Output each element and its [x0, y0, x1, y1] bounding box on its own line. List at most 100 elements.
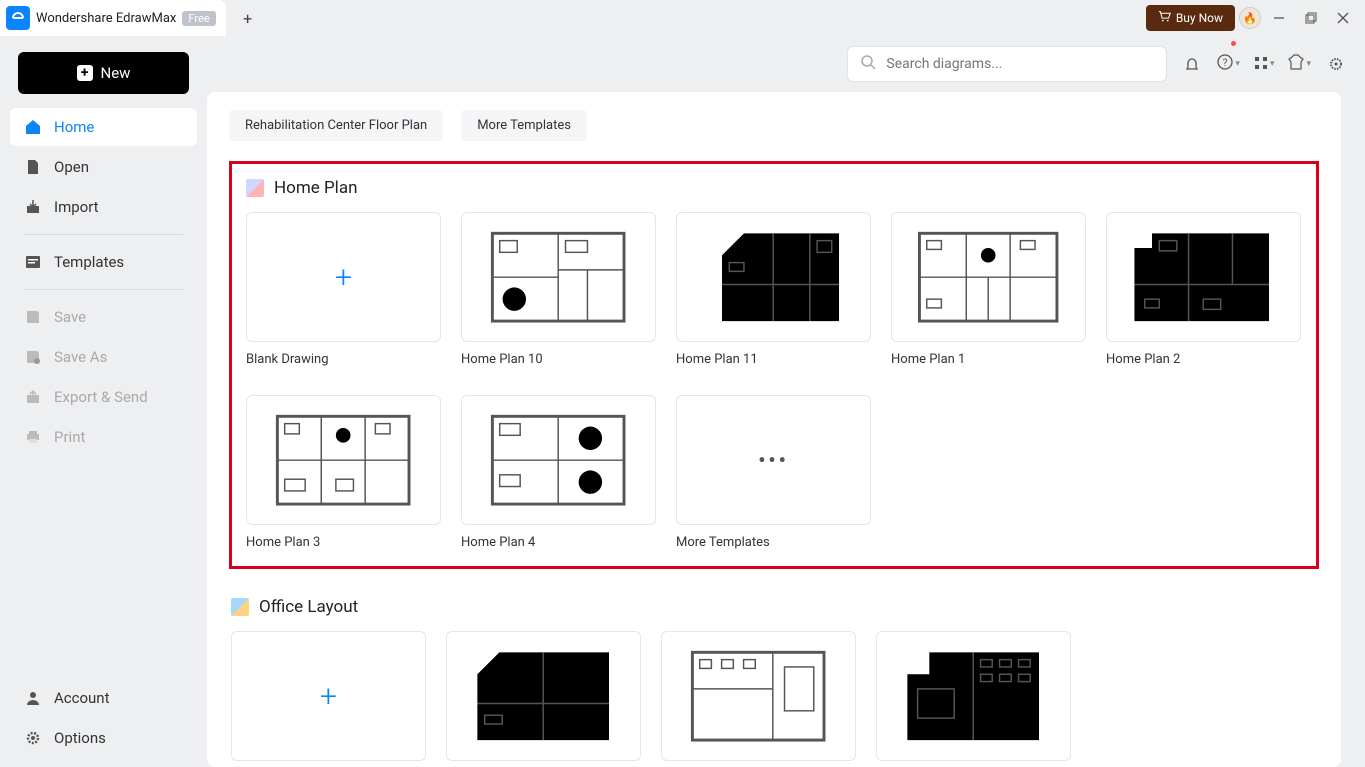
chevron-down-icon: ▾ [1306, 59, 1311, 69]
content-area: ? ▾ ▾ ▾ Rehabilitation Center Floor Plan… [207, 36, 1365, 767]
card-blank-drawing[interactable]: + [231, 631, 426, 767]
card-label: Home Plan 10 [461, 350, 656, 375]
export-icon [24, 388, 42, 406]
card-label: Home Plan 2 [1106, 350, 1301, 375]
svg-text:?: ? [1223, 58, 1228, 69]
titlebar: Wondershare EdrawMax Free + Buy Now 🔥 [0, 0, 1365, 36]
file-icon [24, 158, 42, 176]
save-icon [24, 308, 42, 326]
floorplan-thumbnail [246, 395, 441, 525]
home-plan-icon [246, 179, 264, 197]
maximize-button[interactable] [1297, 4, 1325, 32]
import-icon [24, 198, 42, 216]
card-label: More Templates [676, 533, 871, 558]
sidebar-item-print[interactable]: Print [10, 418, 197, 456]
theme-menu[interactable]: ▾ [1288, 54, 1311, 74]
card-home-plan-11[interactable]: Home Plan 11 [676, 212, 871, 375]
card-label: Home Plan 11 [676, 350, 871, 375]
sidebar-label-home: Home [54, 118, 94, 136]
settings-icon[interactable] [1325, 53, 1347, 75]
sidebar-item-home[interactable]: Home [10, 108, 197, 146]
card-blank-drawing[interactable]: + Blank Drawing [246, 212, 441, 375]
app-tab[interactable]: Wondershare EdrawMax Free [0, 0, 226, 36]
floorplan-thumbnail [876, 631, 1071, 761]
app-title: Wondershare EdrawMax [36, 11, 176, 26]
card-home-plan-1[interactable]: Home Plan 1 [891, 212, 1086, 375]
search-input[interactable] [886, 56, 1154, 72]
card-label: Blank Drawing [246, 350, 441, 375]
sidebar-label-export: Export & Send [54, 388, 148, 406]
sidebar-item-open[interactable]: Open [10, 148, 197, 186]
more-icon: ••• [676, 395, 871, 525]
plus-icon: + [231, 631, 426, 761]
floorplan-thumbnail [461, 395, 656, 525]
sidebar-item-save-as[interactable]: Save As [10, 338, 197, 376]
sidebar-label-save-as: Save As [54, 348, 107, 366]
topbar: ? ▾ ▾ ▾ [207, 36, 1365, 92]
help-icon: ? [1217, 54, 1233, 74]
card-home-plan-3[interactable]: Home Plan 3 [246, 395, 441, 558]
main-panel: Rehabilitation Center Floor Plan More Te… [207, 92, 1341, 767]
floorplan-thumbnail [891, 212, 1086, 342]
search-box[interactable] [847, 46, 1167, 82]
card-home-plan-2[interactable]: Home Plan 2 [1106, 212, 1301, 375]
card-office-template[interactable] [446, 631, 641, 767]
home-plan-section: Home Plan + Blank Drawing Home Plan 10 [229, 161, 1319, 569]
buy-now-label: Buy Now [1176, 11, 1223, 25]
minimize-button[interactable] [1265, 4, 1293, 32]
sidebar-item-templates[interactable]: Templates [10, 243, 197, 281]
card-home-plan-4[interactable]: Home Plan 4 [461, 395, 656, 558]
free-badge: Free [182, 11, 215, 26]
card-label: Home Plan 3 [246, 533, 441, 558]
card-office-template[interactable] [876, 631, 1071, 767]
pill-more-templates[interactable]: More Templates [461, 110, 587, 141]
floorplan-thumbnail [1106, 212, 1301, 342]
plus-icon: + [246, 212, 441, 342]
cart-icon [1158, 10, 1171, 26]
section-title-office: Office Layout [259, 597, 358, 617]
grid-icon [1254, 55, 1268, 74]
card-more-templates[interactable]: ••• More Templates [676, 395, 871, 558]
sidebar-label-templates: Templates [54, 253, 124, 271]
pill-rehab[interactable]: Rehabilitation Center Floor Plan [229, 110, 443, 141]
sidebar-item-export[interactable]: Export & Send [10, 378, 197, 416]
close-button[interactable] [1329, 4, 1357, 32]
category-pills: Rehabilitation Center Floor Plan More Te… [229, 110, 1319, 141]
sidebar-label-import: Import [54, 198, 99, 216]
card-label: Home Plan 1 [891, 350, 1086, 375]
sidebar-item-import[interactable]: Import [10, 188, 197, 226]
sidebar-label-save: Save [54, 308, 86, 326]
section-title-home-plan: Home Plan [274, 178, 357, 198]
new-tab-button[interactable]: + [232, 2, 264, 34]
search-icon [860, 54, 876, 74]
new-button[interactable]: + New [18, 52, 189, 94]
templates-icon [24, 253, 42, 271]
help-menu[interactable]: ? ▾ [1217, 54, 1240, 74]
sidebar: + New Home Open Import Templates [0, 36, 207, 767]
card-home-plan-10[interactable]: Home Plan 10 [461, 212, 656, 375]
card-label: Home Plan 4 [461, 533, 656, 558]
apps-menu[interactable]: ▾ [1254, 55, 1275, 74]
sidebar-label-print: Print [54, 428, 85, 446]
shirt-icon [1288, 54, 1304, 74]
new-button-label: New [101, 64, 131, 82]
sidebar-item-save[interactable]: Save [10, 298, 197, 336]
user-avatar[interactable]: 🔥 [1239, 7, 1261, 29]
save-as-icon [24, 348, 42, 366]
sidebar-item-account[interactable]: Account [10, 679, 197, 717]
app-logo-icon [6, 6, 30, 30]
sidebar-label-account: Account [54, 689, 110, 707]
nav-divider [24, 234, 183, 235]
floorplan-thumbnail [676, 212, 871, 342]
notifications-icon[interactable] [1181, 53, 1203, 75]
plus-icon: + [77, 65, 93, 81]
chevron-down-icon: ▾ [1270, 59, 1275, 69]
card-office-template[interactable] [661, 631, 856, 767]
floorplan-thumbnail [661, 631, 856, 761]
sidebar-item-options[interactable]: Options [10, 719, 197, 757]
account-icon [24, 689, 42, 707]
buy-now-button[interactable]: Buy Now [1146, 5, 1235, 31]
sidebar-label-open: Open [54, 158, 89, 176]
home-icon [24, 118, 42, 136]
office-layout-icon [231, 598, 249, 616]
